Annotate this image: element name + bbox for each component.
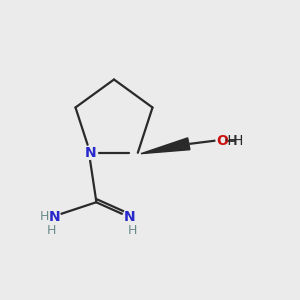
Text: H: H xyxy=(128,224,137,237)
Text: H: H xyxy=(233,134,244,148)
Text: N: N xyxy=(123,210,135,224)
Text: H: H xyxy=(40,210,49,223)
Text: O: O xyxy=(216,134,228,148)
Text: ·H: ·H xyxy=(223,134,238,148)
Text: N: N xyxy=(84,146,96,160)
Text: H: H xyxy=(46,224,56,237)
Polygon shape xyxy=(141,138,190,154)
Text: N: N xyxy=(48,210,60,224)
